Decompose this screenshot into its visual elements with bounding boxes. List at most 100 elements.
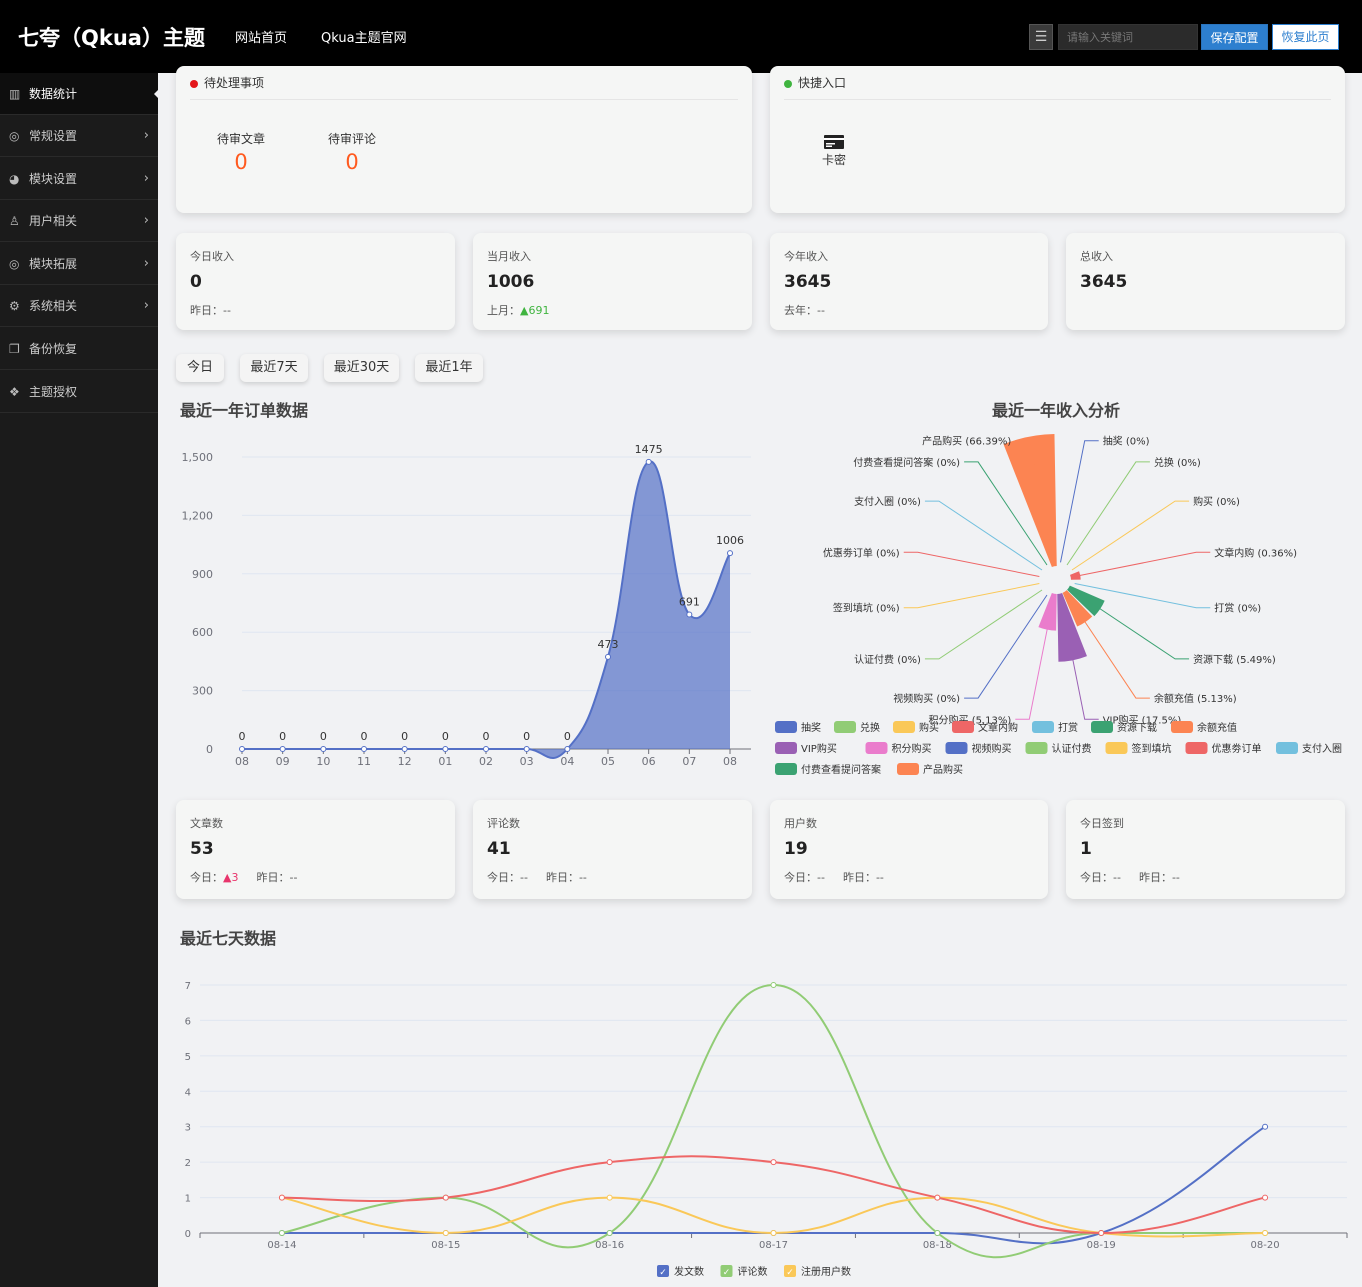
search-input[interactable] bbox=[1058, 24, 1198, 50]
income-card-year: 今年收入 3645 去年：-- bbox=[770, 233, 1048, 330]
data-point bbox=[606, 1194, 613, 1201]
stat-compare: 昨日：-- bbox=[190, 302, 231, 318]
slice-label: 余额充值 (5.13%) bbox=[1154, 692, 1237, 705]
nav-link-home[interactable]: 网站首页 bbox=[235, 31, 288, 46]
range-7days-button[interactable]: 最近7天 bbox=[240, 354, 308, 382]
slice-label: 文章内购 (0.36%) bbox=[1214, 546, 1297, 559]
x-tick-label: 02 bbox=[479, 755, 493, 768]
sidebar-item-system[interactable]: ⚙ 系统相关 › bbox=[0, 285, 158, 327]
income-chart-title: 最近一年收入分析 bbox=[992, 401, 1121, 420]
sidebar-item-modules[interactable]: ◕ 模块设置 › bbox=[0, 158, 158, 200]
data-point bbox=[278, 1230, 285, 1236]
y-tick-label: 7 bbox=[185, 981, 191, 992]
shortcut-card-key[interactable]: 卡密 bbox=[818, 134, 850, 168]
y-tick-label: 900 bbox=[192, 568, 213, 581]
check-icon: ✓ bbox=[786, 1268, 794, 1278]
data-label: 473 bbox=[598, 638, 619, 651]
area-fill bbox=[242, 461, 730, 759]
data-label: 0 bbox=[401, 730, 408, 743]
legend-label: 视频购买 bbox=[972, 742, 1012, 755]
sidebar-item-users[interactable]: ♙ 用户相关 › bbox=[0, 200, 158, 242]
data-point bbox=[401, 746, 408, 752]
sidebar-item-label: 模块拓展 bbox=[29, 257, 78, 271]
data-point bbox=[442, 1230, 449, 1236]
x-tick-label: 08-15 bbox=[431, 1240, 460, 1251]
data-point bbox=[770, 1159, 777, 1166]
site-brand[interactable]: 七夸（Qkua）主题 bbox=[18, 26, 205, 50]
slice-label-line bbox=[1015, 440, 1054, 563]
x-tick-label: 11 bbox=[357, 755, 371, 768]
sidebar-item-extensions[interactable]: ◎ 模块拓展 › bbox=[0, 243, 158, 285]
save-config-button[interactable]: 保存配置 bbox=[1201, 24, 1268, 50]
stat-value: 19 bbox=[784, 839, 808, 859]
pending-comments-value[interactable]: 0 bbox=[345, 150, 359, 174]
divider bbox=[190, 99, 738, 100]
pending-articles-label[interactable]: 待审文章 bbox=[216, 132, 265, 146]
chevron-right-icon: › bbox=[143, 298, 149, 313]
chevron-right-icon: › bbox=[143, 256, 149, 271]
income-card-total: 总收入 3645 bbox=[1066, 233, 1345, 330]
sidebar-item-general[interactable]: ◎ 常规设置 › bbox=[0, 115, 158, 157]
sidebar-item-license[interactable]: ❖ 主题授权 bbox=[0, 371, 158, 413]
slice-label: 积分购买 (5.13%) bbox=[929, 713, 1012, 726]
count-card-checkin: 今日签到 1 今日：-- 昨日：-- bbox=[1066, 800, 1345, 899]
slice-label: 付费查看提问答案 (0%) bbox=[853, 456, 960, 469]
legend-label: 优惠劵订单 bbox=[1212, 742, 1262, 755]
stat-label: 当月收入 bbox=[487, 250, 531, 263]
nav-link-official[interactable]: Qkua主题官网 bbox=[321, 31, 407, 46]
yesterday-value: -- bbox=[875, 871, 884, 884]
restore-page-button[interactable]: 恢复此页 bbox=[1272, 24, 1339, 50]
sidebar-item-label: 备份恢复 bbox=[29, 342, 78, 356]
sidebar-item-backup[interactable]: ❐ 备份恢复 bbox=[0, 328, 158, 370]
legend-label: 产品购买 bbox=[923, 763, 963, 776]
legend-swatch bbox=[1185, 742, 1208, 754]
stat-value: 1 bbox=[1080, 839, 1092, 859]
today-value: -- bbox=[817, 871, 825, 884]
sidebar-item-label: 模块设置 bbox=[29, 172, 78, 186]
order-chart-title: 最近一年订单数据 bbox=[180, 401, 309, 420]
slice-label: 签到填坑 (0%) bbox=[833, 602, 900, 615]
legend-swatch bbox=[775, 763, 797, 775]
target-icon: ◎ bbox=[9, 257, 20, 271]
sidebar: ▥ 数据统计 ◎ 常规设置 › ◕ 模块设置 › ♙ 用户相关 › ◎ 模块拓展… bbox=[0, 73, 160, 1287]
legend-swatch bbox=[952, 721, 974, 733]
data-label: 0 bbox=[361, 730, 368, 743]
legend-swatch bbox=[1171, 721, 1193, 733]
x-tick-label: 08-19 bbox=[1087, 1240, 1116, 1251]
yesterday-label: 昨日： bbox=[1138, 871, 1172, 884]
data-point bbox=[606, 1159, 613, 1166]
stat-label: 用户数 bbox=[784, 817, 817, 830]
range-1year-button[interactable]: 最近1年 bbox=[415, 354, 483, 382]
compare-value: -- bbox=[817, 304, 825, 317]
chevron-right-icon: › bbox=[143, 171, 149, 186]
stat-value: 41 bbox=[487, 839, 511, 859]
range-30days-button[interactable]: 最近30天 bbox=[324, 354, 399, 382]
count-card-users: 用户数 19 今日：-- 昨日：-- bbox=[770, 800, 1048, 899]
stat-value: 0 bbox=[190, 272, 202, 292]
sidebar-item-stats[interactable]: ▥ 数据统计 bbox=[0, 73, 160, 115]
income-rose-chart: 抽奖 (0%) 兑换 (0%) 购买 (0%) 文章内购 (0.36%) 打赏 (0%)… bbox=[775, 434, 1342, 776]
slice-label-line bbox=[903, 583, 1040, 609]
x-tick-label: 08-16 bbox=[595, 1240, 624, 1251]
range-today-button[interactable]: 今日 bbox=[176, 354, 224, 382]
x-tick-label: 04 bbox=[560, 755, 574, 768]
stat-compare: 今日：-- 昨日：-- bbox=[784, 869, 884, 885]
compare-label: 昨日： bbox=[190, 304, 223, 317]
rose-slice bbox=[1003, 434, 1057, 567]
pending-articles-value[interactable]: 0 bbox=[234, 150, 248, 174]
menu-toggle-icon[interactable]: ☰ bbox=[1029, 24, 1053, 50]
shortcut-title: 快捷入口 bbox=[784, 74, 846, 91]
stat-value: 3645 bbox=[784, 272, 832, 292]
data-label: 0 bbox=[320, 730, 327, 743]
legend-swatch bbox=[1025, 742, 1048, 754]
stat-value: 1006 bbox=[487, 272, 535, 292]
yesterday-label: 昨日： bbox=[842, 871, 876, 884]
shortcut-card: 快捷入口 卡密 bbox=[770, 66, 1345, 213]
data-point bbox=[1262, 1230, 1269, 1236]
stat-value: 53 bbox=[190, 839, 214, 859]
series-line bbox=[281, 1155, 1266, 1235]
legend-swatch bbox=[1276, 742, 1298, 754]
pending-comments-label[interactable]: 待审评论 bbox=[327, 132, 376, 146]
slice-label: VIP购买 (17.5%) bbox=[1103, 713, 1182, 726]
today-value: -- bbox=[520, 871, 528, 884]
